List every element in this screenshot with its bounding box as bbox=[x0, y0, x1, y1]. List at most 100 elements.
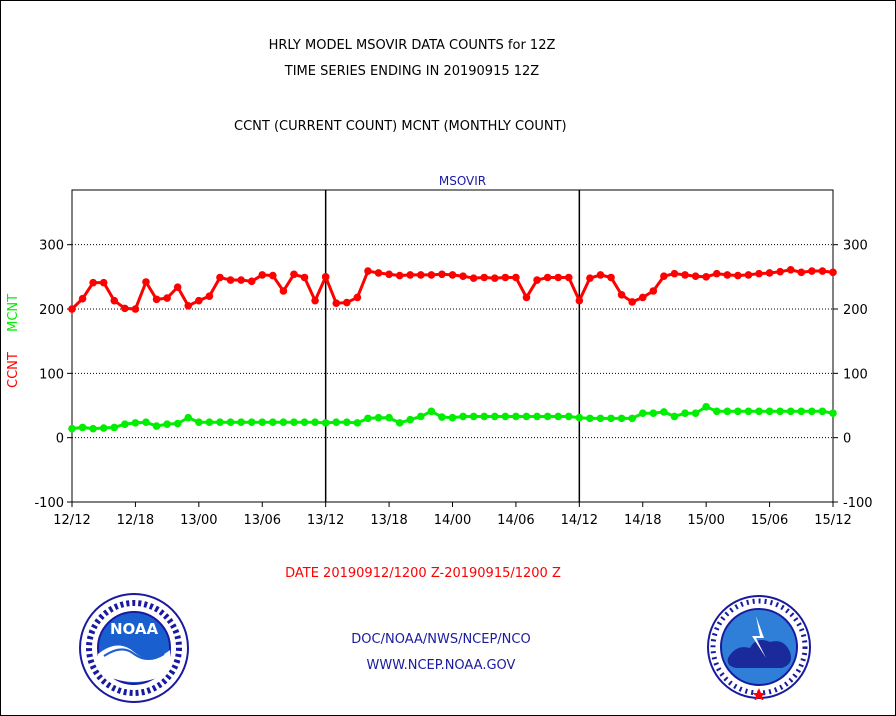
data-point-ccnt bbox=[691, 272, 700, 281]
data-point-mcnt bbox=[480, 412, 489, 421]
data-point-mcnt bbox=[195, 418, 203, 427]
data-point-ccnt bbox=[416, 271, 425, 279]
data-point-mcnt bbox=[808, 407, 816, 416]
data-point-ccnt bbox=[385, 270, 393, 279]
noaa-logo: NOAA bbox=[79, 593, 189, 703]
data-point-mcnt bbox=[533, 412, 541, 421]
x-tick-label: 12/12 bbox=[53, 513, 90, 528]
footer-url: WWW.NCEP.NOAA.GOV bbox=[366, 658, 516, 673]
chart-title-line1: HRLY MODEL MSOVIR DATA COUNTS for 12Z bbox=[268, 38, 556, 53]
chart-title-line2: TIME SERIES ENDING IN 20190915 12Z bbox=[284, 64, 540, 79]
data-point-ccnt bbox=[311, 296, 319, 305]
data-point-mcnt bbox=[121, 420, 129, 428]
data-point-ccnt bbox=[364, 267, 372, 275]
data-point-mcnt bbox=[490, 412, 499, 421]
data-point-mcnt bbox=[406, 415, 415, 424]
footer-date-range: DATE 20190912/1200 Z-20190915/1200 Z bbox=[285, 566, 561, 581]
data-point-ccnt bbox=[490, 274, 499, 282]
data-point-ccnt bbox=[353, 293, 362, 302]
data-point-mcnt bbox=[564, 412, 573, 421]
data-point-ccnt bbox=[332, 299, 341, 308]
data-point-mcnt bbox=[247, 418, 256, 427]
x-tick-label: 13/00 bbox=[180, 513, 217, 528]
data-point-ccnt bbox=[406, 271, 415, 279]
data-point-mcnt bbox=[290, 418, 298, 427]
data-point-mcnt bbox=[279, 418, 288, 427]
data-point-ccnt bbox=[374, 269, 383, 277]
data-point-mcnt bbox=[744, 407, 753, 416]
data-point-mcnt bbox=[776, 407, 784, 416]
data-point-ccnt bbox=[131, 305, 140, 313]
y-axis-label-mcnt: MCNT bbox=[6, 293, 21, 332]
chart-subtitle: CCNT (CURRENT COUNT) MCNT (MONTHLY COUNT… bbox=[234, 119, 567, 134]
data-point-ccnt bbox=[68, 305, 76, 313]
data-point-ccnt bbox=[290, 270, 298, 279]
data-point-ccnt bbox=[786, 265, 795, 274]
data-point-mcnt bbox=[586, 414, 594, 423]
data-point-mcnt bbox=[712, 407, 721, 416]
data-point-mcnt bbox=[353, 419, 362, 427]
data-point-mcnt bbox=[269, 418, 277, 427]
data-point-ccnt bbox=[797, 268, 806, 277]
data-point-mcnt bbox=[427, 407, 436, 416]
y-tick-label-left: -100 bbox=[34, 496, 64, 511]
data-point-mcnt bbox=[755, 407, 763, 416]
nws-logo bbox=[707, 595, 811, 700]
data-point-ccnt bbox=[184, 301, 193, 310]
data-point-mcnt bbox=[385, 413, 393, 422]
data-point-mcnt bbox=[522, 412, 531, 421]
data-point-mcnt bbox=[702, 402, 710, 411]
data-point-mcnt bbox=[395, 419, 404, 427]
data-point-ccnt bbox=[533, 276, 541, 284]
data-point-ccnt bbox=[734, 271, 742, 280]
x-tick-label: 13/18 bbox=[370, 513, 407, 528]
data-point-ccnt bbox=[142, 278, 150, 286]
data-point-ccnt bbox=[237, 276, 245, 284]
data-point-ccnt bbox=[173, 283, 182, 291]
data-point-ccnt bbox=[649, 287, 658, 295]
y-tick-label-right: 300 bbox=[843, 239, 868, 254]
y-tick-label-right: -100 bbox=[843, 496, 873, 511]
data-point-ccnt bbox=[448, 271, 457, 279]
y-tick-label-left: 100 bbox=[39, 367, 64, 382]
data-point-mcnt bbox=[173, 419, 182, 428]
data-point-ccnt bbox=[110, 296, 119, 305]
data-point-mcnt bbox=[258, 418, 267, 427]
data-point-ccnt bbox=[564, 273, 573, 282]
data-point-ccnt bbox=[575, 296, 584, 305]
footer-organization: DOC/NOAA/NWS/NCEP/NCO bbox=[351, 632, 531, 647]
x-tick-label: 13/06 bbox=[244, 513, 281, 528]
data-point-mcnt bbox=[68, 424, 76, 433]
data-point-mcnt bbox=[681, 409, 689, 418]
data-point-mcnt bbox=[300, 418, 309, 427]
data-point-mcnt bbox=[416, 412, 425, 421]
x-tick-label: 12/18 bbox=[117, 513, 154, 528]
data-point-ccnt bbox=[596, 271, 605, 279]
data-point-mcnt bbox=[459, 412, 467, 421]
data-point-mcnt bbox=[332, 418, 341, 427]
data-point-mcnt bbox=[607, 414, 615, 423]
data-point-ccnt bbox=[300, 273, 309, 282]
data-point-ccnt bbox=[744, 271, 753, 279]
data-point-ccnt bbox=[459, 272, 467, 281]
data-point-mcnt bbox=[110, 423, 119, 432]
data-point-ccnt bbox=[670, 269, 679, 278]
y-tick-label-right: 100 bbox=[843, 367, 868, 382]
data-point-ccnt bbox=[617, 291, 626, 299]
data-point-mcnt bbox=[142, 418, 150, 427]
data-point-ccnt bbox=[702, 273, 710, 281]
x-tick-label: 13/12 bbox=[307, 513, 344, 528]
data-point-mcnt bbox=[438, 413, 446, 421]
data-point-mcnt bbox=[205, 418, 214, 427]
data-point-mcnt bbox=[670, 412, 679, 421]
data-point-ccnt bbox=[808, 267, 816, 275]
data-point-ccnt bbox=[776, 267, 784, 276]
data-point-mcnt bbox=[765, 407, 774, 416]
y-tick-label-right: 0 bbox=[843, 432, 851, 447]
data-point-mcnt bbox=[184, 413, 193, 422]
data-point-ccnt bbox=[829, 268, 837, 277]
data-point-ccnt bbox=[279, 287, 288, 295]
data-point-ccnt bbox=[681, 271, 689, 279]
data-point-ccnt bbox=[712, 269, 721, 278]
data-point-ccnt bbox=[395, 271, 404, 280]
